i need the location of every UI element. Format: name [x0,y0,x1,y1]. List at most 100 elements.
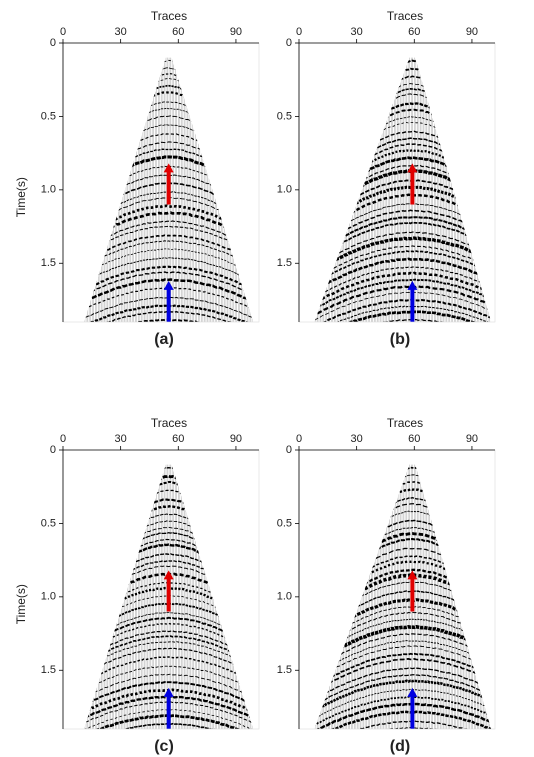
panel: 0 30 60 90 0 0.5 1.0 1.5 Traces (b) [277,9,496,348]
y-tick-label: 1.5 [277,257,292,269]
y-tick-label: 0.5 [41,517,56,529]
y-tick-label: 1.0 [41,591,56,603]
reflection [314,310,492,323]
reflection [84,714,254,729]
seismic-section [84,57,254,323]
arrow-head [407,163,418,173]
panel: 0 30 60 90 0 0.5 1.0 1.5 Traces (d) [277,416,496,755]
reflection [314,679,492,721]
reflection [84,722,254,729]
y-tick-label: 1.0 [277,591,292,603]
reflection [84,278,254,315]
x-axis-label: Traces [387,416,423,430]
panel-caption: (a) [154,331,174,348]
y-tick-label: 0 [286,444,292,456]
x-tick-label: 90 [230,26,242,38]
arrow-head [407,687,418,697]
arrow-head [163,687,174,697]
reflection [314,291,492,323]
seismic-section [84,464,254,729]
reflection [314,250,492,295]
x-tick-label: 30 [351,26,363,38]
reflection [84,673,254,711]
reflection [314,231,492,279]
y-axis-label: Time(s) [14,177,28,217]
x-tick-label: 0 [296,433,302,445]
reflection [314,702,492,729]
y-tick-label: 1.5 [41,257,56,269]
panel: 0 30 60 90 0 0.5 1.0 1.5 Traces Time(s) (c) [14,416,260,755]
reflection [314,305,492,323]
reflection [84,296,254,323]
y-tick-label: 0.5 [41,110,56,122]
y-tick-label: 1.0 [277,184,292,196]
plot-frame [298,42,496,323]
reflection [84,681,254,718]
x-tick-label: 30 [115,433,127,445]
x-tick-label: 0 [296,26,302,38]
reflection [314,278,492,319]
x-axis-label: Traces [151,9,187,23]
panel-caption: (d) [390,738,410,755]
x-tick-label: 0 [60,433,66,445]
reflection [84,709,254,729]
reflection [314,695,492,729]
reflection [314,318,492,323]
reflection [314,271,492,314]
x-tick-label: 90 [466,433,478,445]
y-tick-label: 0 [50,444,56,456]
panel: 0 30 60 90 0 0.5 1.0 1.5 Traces Time(s) (a) [14,9,260,348]
reflection [314,298,492,323]
x-tick-label: 60 [172,26,184,38]
y-tick-label: 0 [50,37,56,49]
x-tick-label: 90 [466,26,478,38]
reflection [84,695,254,729]
reflection [314,710,492,729]
y-tick-label: 1.0 [41,184,56,196]
reflection [84,701,254,729]
y-tick-label: 1.5 [41,664,56,676]
y-axis-label: Time(s) [14,584,28,624]
x-axis-label: Traces [151,416,187,430]
reflection [314,674,492,716]
reflection [84,91,254,184]
panel-caption: (c) [154,738,174,755]
reflection [314,285,492,323]
reflection [314,688,492,728]
reflection [314,266,492,308]
reflection [84,257,254,295]
reflection [314,658,492,703]
reflection [84,318,254,323]
panel-caption: (b) [390,331,410,348]
reflection [84,688,254,725]
arrow-head [407,570,418,580]
x-tick-label: 30 [115,26,127,38]
arrow-head [163,163,174,173]
y-tick-label: 0.5 [277,517,292,529]
x-tick-label: 60 [408,433,420,445]
reflection [84,271,254,308]
arrow-head [163,280,174,290]
x-tick-label: 60 [408,26,420,38]
x-tick-label: 90 [230,433,242,445]
reflection [84,77,254,179]
arrow-head [407,280,418,290]
y-tick-label: 1.5 [277,664,292,676]
plot-frame [298,449,496,730]
reflection [314,720,492,729]
seismic-section [314,464,492,729]
x-tick-label: 30 [351,433,363,445]
reflection [314,667,492,711]
x-tick-label: 0 [60,26,66,38]
reflection [84,304,254,323]
x-axis-label: Traces [387,9,423,23]
arrow-head [163,570,174,580]
reflection [84,265,254,303]
x-tick-label: 60 [172,433,184,445]
reflection [84,234,254,276]
y-tick-label: 0.5 [277,110,292,122]
reflection [314,257,492,302]
seismic-section [314,57,492,323]
y-tick-label: 0 [286,37,292,49]
